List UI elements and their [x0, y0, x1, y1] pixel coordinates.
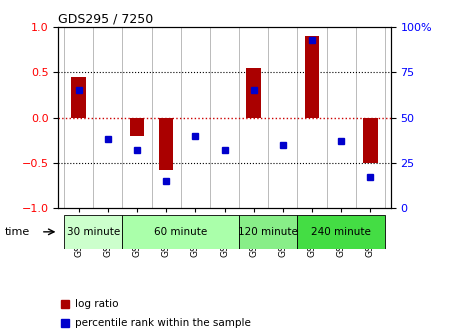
Bar: [159, 118, 173, 170]
Text: time: time: [4, 227, 30, 237]
Bar: [123, 215, 239, 249]
Bar: [239, 215, 297, 249]
Text: 240 minute: 240 minute: [311, 227, 371, 237]
Text: percentile rank within the sample: percentile rank within the sample: [75, 318, 251, 328]
Text: log ratio: log ratio: [75, 299, 119, 309]
Bar: [305, 36, 319, 118]
Bar: [71, 77, 86, 118]
Text: GDS295 / 7250: GDS295 / 7250: [58, 13, 154, 26]
Text: 60 minute: 60 minute: [154, 227, 207, 237]
Text: 30 minute: 30 minute: [67, 227, 120, 237]
Bar: [297, 215, 385, 249]
Bar: [363, 118, 378, 163]
Bar: [64, 215, 123, 249]
Bar: [130, 118, 144, 136]
Text: 120 minute: 120 minute: [238, 227, 298, 237]
Bar: [247, 68, 261, 118]
